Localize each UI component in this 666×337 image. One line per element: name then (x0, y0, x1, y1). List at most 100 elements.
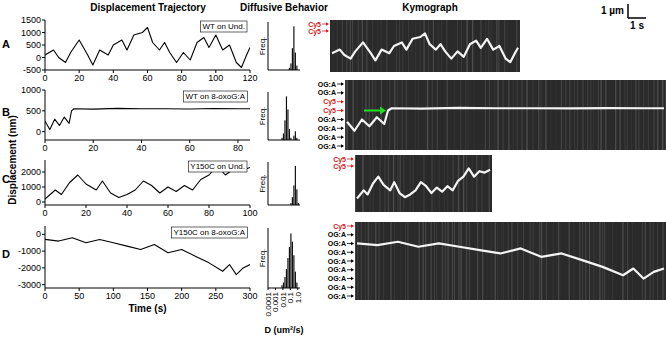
label-arrowhead (341, 135, 344, 139)
kymograph-background (345, 80, 666, 150)
noise-streak (407, 222, 408, 300)
y-label: Freq. (258, 37, 267, 56)
noise-streak (368, 222, 369, 300)
x-tick (275, 288, 276, 290)
label-arrowhead (351, 285, 354, 289)
y-label: Freq. (258, 249, 267, 268)
noise-streak (447, 222, 448, 300)
noise-streak (593, 80, 594, 150)
header: Diffusive Behavior (240, 2, 328, 13)
noise-streak (645, 222, 646, 300)
label-arrowhead (326, 29, 329, 33)
noise-streak (411, 222, 412, 300)
kymograph-label: OG:A (328, 284, 346, 291)
noise-streak (532, 80, 533, 150)
noise-streak (357, 222, 358, 300)
noise-streak (545, 80, 547, 150)
noise-streak (406, 80, 407, 150)
x-tick-label: 40 (108, 73, 118, 83)
noise-streak (487, 222, 488, 300)
histogram-bar (295, 272, 296, 288)
noise-streak (508, 80, 509, 150)
y-tick-label: 2000 (21, 167, 41, 177)
condition-label: WT on Und. (202, 22, 245, 31)
noise-streak (513, 80, 514, 150)
noise-streak (452, 222, 453, 300)
label-arrowhead (351, 294, 354, 298)
label-arrowhead (341, 109, 344, 113)
noise-streak (471, 155, 472, 212)
histogram-panel: Freq. (258, 22, 300, 70)
condition-label: Y150C on Und. (190, 162, 245, 171)
y-tick (42, 251, 45, 252)
kymograph-noise (355, 155, 489, 212)
scale-bar (628, 17, 646, 19)
noise-streak (482, 80, 483, 150)
label-arrowhead (351, 224, 354, 228)
y-tick (42, 267, 45, 268)
noise-streak (615, 80, 616, 150)
y-tick-label: 0 (36, 53, 41, 63)
noise-streak (504, 20, 505, 72)
noise-streak (473, 80, 475, 150)
y-tick-label: 1000 (21, 28, 41, 38)
noise-streak (399, 20, 400, 72)
noise-streak (569, 222, 570, 300)
y-axis (45, 226, 46, 288)
noise-streak (477, 222, 478, 300)
noise-streak (565, 80, 566, 150)
histogram-panel: Freq. (258, 92, 300, 140)
noise-streak (369, 155, 370, 212)
y-tick (42, 32, 45, 33)
kymograph-background (355, 222, 666, 300)
noise-streak (503, 222, 504, 300)
noise-streak (423, 20, 424, 72)
noise-streak (405, 222, 406, 300)
histogram-bar (286, 269, 287, 288)
x-tick-label: 100 (242, 208, 257, 218)
noise-streak (446, 80, 448, 150)
noise-streak (446, 20, 447, 72)
x-tick-label: 120 (242, 73, 257, 83)
y-tick-label: -3000 (18, 280, 41, 290)
noise-streak (345, 80, 346, 150)
noise-streak (476, 155, 477, 212)
y-tick (42, 187, 45, 188)
noise-streak (397, 80, 398, 150)
x-tick-label: 20 (74, 73, 84, 83)
x-tick-label: 20 (81, 208, 91, 218)
kymograph: OG:AOG:ACy5Cy5OG:AOG:AOG:AOG:A (318, 80, 666, 150)
x-tick-label: 80 (177, 73, 187, 83)
noise-streak (560, 222, 561, 300)
noise-streak (485, 80, 486, 150)
noise-streak (642, 222, 643, 300)
noise-streak (610, 80, 611, 150)
noise-streak (372, 80, 373, 150)
x-axis (268, 140, 300, 141)
noise-streak (536, 222, 537, 300)
noise-streak (538, 80, 539, 150)
noise-streak (539, 222, 540, 300)
histogram-bar (295, 166, 296, 205)
noise-streak (612, 222, 613, 300)
histogram-bar (296, 66, 297, 70)
histogram-bar (296, 189, 297, 205)
noise-streak (397, 155, 398, 212)
noise-streak (352, 20, 353, 72)
noise-streak (369, 80, 370, 150)
noise-streak (627, 80, 628, 150)
noise-streak (371, 222, 372, 300)
label-arrowhead (351, 277, 354, 281)
noise-streak (484, 155, 485, 212)
y-axis (268, 162, 269, 205)
noise-streak (638, 80, 639, 150)
x-axis (268, 205, 300, 206)
noise-streak (619, 80, 620, 150)
trajectory-line (45, 238, 250, 275)
noise-streak (573, 222, 575, 300)
plot-area (281, 96, 297, 140)
noise-streak (454, 20, 456, 72)
noise-streak (587, 80, 588, 150)
noise-streak (454, 222, 455, 300)
x-tick-label: 0 (42, 291, 47, 301)
